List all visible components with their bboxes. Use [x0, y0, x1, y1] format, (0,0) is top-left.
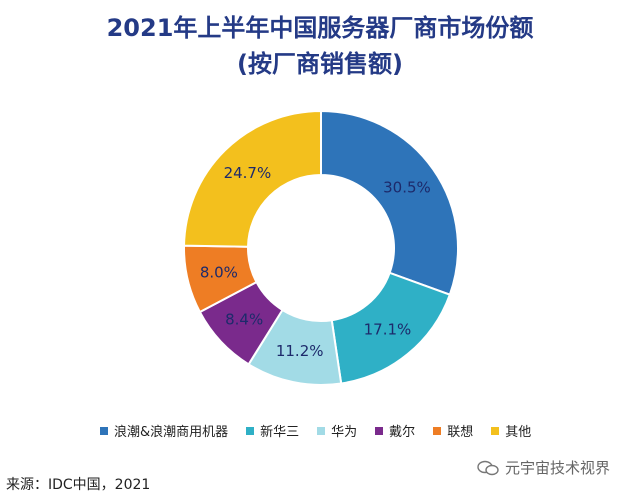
data-label-6: 24.7% — [224, 164, 272, 182]
wechat-icon — [477, 460, 499, 475]
legend-label: 联想 — [447, 425, 474, 440]
legend-swatch — [491, 426, 500, 435]
data-label-5: 8.0% — [200, 263, 238, 281]
chart-subtitle: (按厂商销售额) — [237, 50, 403, 78]
legend-item: 华为 — [317, 421, 357, 440]
legend-swatch — [433, 426, 442, 435]
legend-item: 戴尔 — [375, 421, 415, 440]
data-label-1: 30.5% — [383, 179, 431, 197]
watermark-text: 元宇宙技术视界 — [505, 459, 611, 477]
legend-label: 戴尔 — [389, 425, 416, 440]
data-label-4: 8.4% — [225, 311, 263, 329]
chart-title: 2021年上半年中国服务器厂商市场份额 — [106, 14, 534, 42]
chart-legend: 浪潮&浪潮商用机器 新华三 华为 戴尔 联想 其他 — [100, 421, 600, 440]
legend-item: 联想 — [433, 421, 473, 440]
legend-item: 其他 — [491, 421, 531, 440]
legend-item: 浪潮&浪潮商用机器 — [100, 421, 228, 440]
legend-label: 其他 — [505, 425, 532, 440]
legend-swatch — [375, 426, 384, 435]
legend-swatch — [100, 426, 108, 435]
pie-slice-6 — [183, 109, 322, 248]
legend-label: 新华三 — [260, 425, 300, 440]
data-label-2: 17.1% — [364, 320, 412, 338]
source-note: 来源：IDC中国，2021 — [6, 477, 151, 493]
data-label-3: 11.2% — [276, 342, 324, 360]
legend-swatch — [246, 426, 255, 435]
legend-swatch — [317, 426, 326, 435]
legend-label: 华为 — [331, 425, 358, 440]
pie-slice-1 — [320, 109, 459, 296]
watermark: 元宇宙技术视界 — [477, 457, 610, 478]
legend-label: 浪潮&浪潮商用机器 — [114, 425, 229, 440]
legend-item: 新华三 — [246, 421, 299, 440]
